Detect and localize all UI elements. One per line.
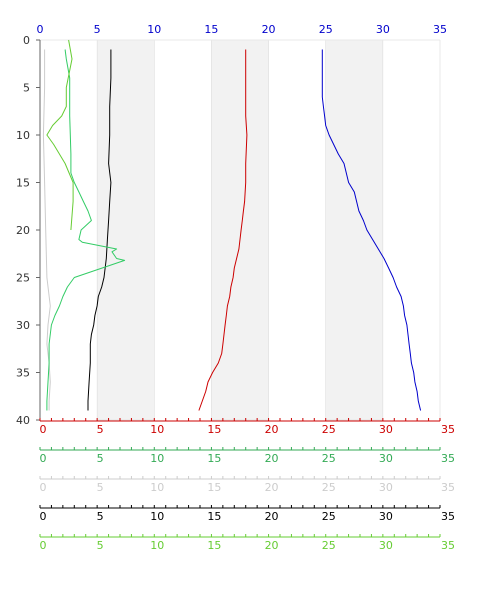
bottom-tick-label: 15	[207, 423, 221, 436]
bottom-tick-label: 5	[97, 539, 104, 552]
bottom-axis-4: 0 5 10 15 20 25 30 35	[39, 505, 455, 523]
bottom-axis-2: 0 5 10 15 20 25 30 35	[39, 447, 455, 465]
series-line-2	[198, 49, 248, 411]
bottom-tick-label: 10	[150, 539, 164, 552]
bottom-tick-label: 35	[441, 539, 455, 552]
bottom-tick-label: 25	[322, 481, 336, 494]
bottom-tick-label: 30	[379, 481, 393, 494]
depth-tick-label: 35	[16, 367, 30, 380]
plot-frame	[40, 39, 441, 420]
series-line-3	[87, 49, 112, 411]
bottom-tick-label: 30	[379, 539, 393, 552]
depth-tick-label: 25	[16, 272, 30, 285]
bottom-axis-5: 0 5 10 15 20 25 30 35	[39, 534, 455, 552]
depth-tick-label: 0	[23, 34, 30, 47]
bottom-tick-label: 35	[441, 452, 455, 465]
bottom-tick-label: 20	[265, 510, 279, 523]
bottom-tick-label: 30	[379, 423, 393, 436]
shaded-bands	[96, 39, 384, 421]
depth-tick-label: 30	[16, 319, 30, 332]
depth-tick-label: 10	[16, 129, 30, 142]
depth-tick-label: 15	[16, 177, 30, 190]
depth-tick-label: 40	[16, 414, 30, 427]
top-tick-label: 30	[376, 23, 390, 36]
bottom-tick-label: 10	[150, 510, 164, 523]
bottom-tick-label: 5	[97, 510, 104, 523]
bottom-tick-label: 0	[40, 481, 47, 494]
bottom-tick-label: 35	[441, 510, 455, 523]
bottom-tick-label: 15	[207, 539, 221, 552]
bottom-tick-label: 20	[265, 423, 279, 436]
bottom-tick-label: 20	[265, 481, 279, 494]
bottom-tick-label: 20	[265, 452, 279, 465]
top-tick-label: 35	[433, 23, 447, 36]
depth-axis: 0 5 10 15 20 25 30 35 40	[16, 34, 41, 427]
bottom-tick-label: 35	[441, 423, 455, 436]
top-tick-label: 15	[204, 23, 218, 36]
bottom-tick-label: 30	[379, 510, 393, 523]
bottom-tick-label: 35	[441, 481, 455, 494]
bottom-tick-label: 10	[150, 481, 164, 494]
bottom-axis-3: 0 5 10 15 20 25 30 35	[39, 476, 455, 494]
depth-tick-label: 20	[16, 224, 30, 237]
bottom-tick-label: 30	[379, 452, 393, 465]
bottom-tick-label: 5	[97, 423, 104, 436]
top-tick-label: 0	[37, 23, 44, 36]
bottom-axes: 0 5 10 15 20 25 30 35 0 5 10 15 20 25 30 35 0 5 10 15 20 25 30…	[39, 418, 455, 552]
depth-tick-label: 5	[23, 82, 30, 95]
bottom-tick-label: 10	[150, 423, 164, 436]
bottom-tick-label: 5	[97, 452, 104, 465]
top-tick-label: 20	[262, 23, 276, 36]
bottom-tick-label: 15	[207, 481, 221, 494]
bottom-tick-label: 10	[150, 452, 164, 465]
shaded-band-2	[211, 39, 269, 421]
top-tick-label: 25	[319, 23, 333, 36]
bottom-tick-label: 20	[265, 539, 279, 552]
bottom-tick-label: 25	[322, 539, 336, 552]
bottom-tick-label: 25	[322, 423, 336, 436]
bottom-axis-1: 0 5 10 15 20 25 30 35	[39, 418, 455, 436]
shaded-band-3	[325, 39, 384, 421]
series-line-1	[321, 49, 422, 411]
bottom-tick-label: 25	[322, 510, 336, 523]
series-line-5	[46, 49, 126, 411]
shaded-band-1	[96, 39, 155, 421]
bottom-tick-label: 15	[207, 452, 221, 465]
bottom-tick-label: 0	[40, 423, 47, 436]
bottom-tick-label: 0	[40, 452, 47, 465]
bottom-tick-label: 15	[207, 510, 221, 523]
bottom-tick-label: 25	[322, 452, 336, 465]
series-lines	[42, 39, 422, 411]
bottom-tick-label: 0	[40, 510, 47, 523]
bottom-tick-label: 5	[97, 481, 104, 494]
top-axis: 0 5 10 15 20 25 30 35	[37, 23, 448, 36]
top-tick-label: 5	[94, 23, 101, 36]
bottom-tick-label: 0	[40, 539, 47, 552]
series-line-6	[46, 39, 74, 231]
top-tick-label: 10	[147, 23, 161, 36]
series-line-4	[42, 49, 51, 411]
